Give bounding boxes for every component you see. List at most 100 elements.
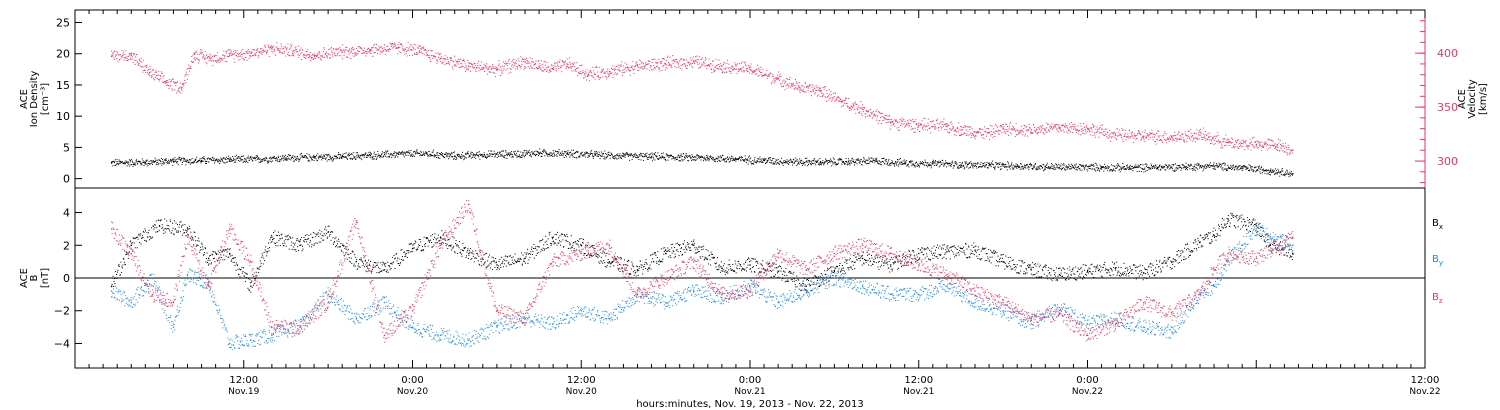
top-point [1233,169,1235,171]
top-point [282,157,284,159]
top-point [841,101,843,103]
top-point [607,155,609,157]
top-point [1066,168,1068,170]
top-point [141,66,143,68]
top-point [360,157,362,159]
top-point [862,161,863,163]
top-point [800,89,802,91]
top-point [281,158,283,160]
top-point [457,153,459,155]
top-point [1058,163,1060,165]
top-point [1020,163,1022,165]
top-point [560,67,562,69]
top-point [124,162,126,164]
top-point [678,66,680,68]
top-point [230,52,232,54]
top-point [264,157,266,159]
top-point [473,153,475,155]
top-point [636,65,639,67]
top-point [994,135,996,137]
top-point [1007,161,1009,163]
top-point [518,60,520,62]
top-point [147,165,149,167]
top-point [370,153,372,155]
top-point [850,105,852,107]
top-point [914,131,916,133]
top-point [1226,170,1228,172]
top-point [445,151,447,153]
top-point [871,160,873,162]
top-point [373,153,375,155]
top-point [305,156,307,158]
top-point [450,154,452,156]
top-point [469,155,471,157]
top-point [296,50,298,52]
top-point [858,162,860,164]
top-point [809,85,811,87]
top-point [805,161,807,163]
top-point [818,87,820,89]
top-point [170,81,172,83]
top-point [363,47,365,49]
top-point [837,159,839,161]
top-point [289,158,291,160]
top-point [673,60,675,62]
top-point [1060,165,1062,167]
top-point [845,97,847,99]
top-point [416,54,418,56]
top-point [173,89,175,91]
top-point [514,65,516,67]
top-point [1092,164,1094,166]
top-point [556,64,558,66]
top-point [753,72,755,74]
top-point [201,52,203,54]
top-point [722,70,724,72]
top-point [490,71,492,73]
top-point [805,157,807,159]
top-point [854,101,856,103]
top-point [493,153,495,155]
top-point [261,54,263,56]
top-point [907,164,909,166]
top-point [1044,166,1046,168]
top-point [821,89,823,91]
top-point [853,108,855,110]
top-point [972,167,974,169]
top-point [400,152,402,154]
top-point [208,161,210,163]
top-point [783,85,785,87]
top-point [566,152,568,154]
top-point [717,158,719,160]
top-point [405,154,407,156]
top-point [965,126,967,128]
top-point [848,98,850,100]
top-point [312,59,314,61]
top-point [114,162,116,164]
top-point [219,159,221,161]
top-point [911,120,913,122]
top-point [840,158,842,160]
top-point [788,86,790,88]
top-point [805,160,807,162]
top-point [392,47,394,49]
top-point [837,97,839,99]
top-point [565,65,567,67]
top-point [875,160,878,162]
top-point [708,58,710,60]
top-point [1257,169,1259,171]
top-point [159,159,161,161]
top-point [738,70,740,72]
top-point [194,57,196,59]
top-point [576,157,578,159]
top-point [492,66,494,68]
top-point [963,127,965,129]
top-point [485,66,487,68]
top-point [804,164,806,166]
top-point [714,67,716,69]
top-point [1186,168,1187,170]
top-point [774,80,776,82]
top-point [378,49,380,51]
top-point [127,161,129,163]
top-point [409,46,411,48]
top-point [207,158,209,160]
